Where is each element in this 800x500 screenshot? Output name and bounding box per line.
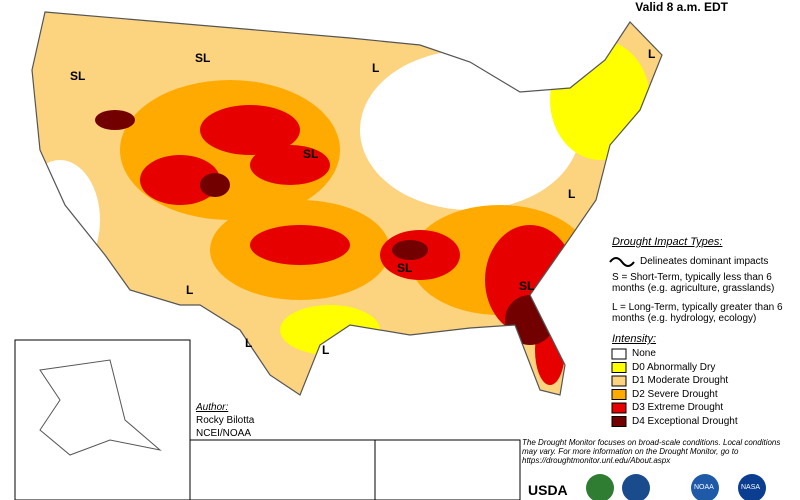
impact-label: L xyxy=(245,336,252,350)
impact-label: SL xyxy=(195,51,210,65)
impact-label: L xyxy=(322,343,329,357)
impact-short: S = Short-Term, typically less than 6 mo… xyxy=(612,272,775,294)
impact-label: L xyxy=(186,283,193,297)
alaska xyxy=(39,359,162,456)
impact-label: SL xyxy=(303,147,318,161)
impact-label: L xyxy=(648,47,655,61)
impact-line-icon xyxy=(609,257,635,267)
impact-label: L xyxy=(372,61,379,75)
legend-swatch xyxy=(611,362,627,373)
legend-swatch xyxy=(611,389,627,400)
hawaii-inset xyxy=(189,439,376,500)
logo-text: NOAA xyxy=(694,484,714,491)
legend-swatch xyxy=(611,402,627,414)
impact-label: SL xyxy=(519,279,534,293)
logo xyxy=(586,474,614,500)
impact-label: SL xyxy=(70,69,85,83)
puerto-rico-inset xyxy=(374,439,521,500)
note: The Drought Monitor focuses on broad-sca… xyxy=(522,438,781,465)
logo-text: USDA xyxy=(528,482,568,498)
author-name: Rocky Bilotta xyxy=(196,415,255,426)
legend-label: D0 Abnormally Dry xyxy=(632,361,716,373)
intensity-title: Intensity: xyxy=(612,333,657,345)
legend-swatch xyxy=(611,375,627,387)
valid-time: Valid 8 a.m. EDT xyxy=(635,0,728,14)
logo xyxy=(622,474,650,500)
legend-label: D2 Severe Drought xyxy=(632,388,718,400)
author-org: NCEI/NOAA xyxy=(196,428,252,439)
impact-long: L = Long-Term, typically greater than 6 … xyxy=(612,302,783,324)
impact-line: Delineates dominant impacts xyxy=(640,256,769,267)
legend-label: D3 Extreme Drought xyxy=(632,402,724,413)
legend-label: D1 Moderate Drought xyxy=(632,375,729,386)
author-title: Author: xyxy=(196,402,229,413)
legend-label: None xyxy=(632,348,656,359)
logo xyxy=(691,474,719,500)
legend-label: D4 Exceptional Drought xyxy=(632,415,738,427)
us-outline xyxy=(31,11,663,396)
logo-text: NASA xyxy=(741,484,761,491)
impact-label: L xyxy=(568,187,575,201)
impact-label: SL xyxy=(397,261,412,275)
legend-swatch xyxy=(611,348,627,360)
logo xyxy=(738,474,766,500)
legend-swatch xyxy=(611,416,627,427)
impact-title: Drought Impact Types: xyxy=(612,236,723,248)
